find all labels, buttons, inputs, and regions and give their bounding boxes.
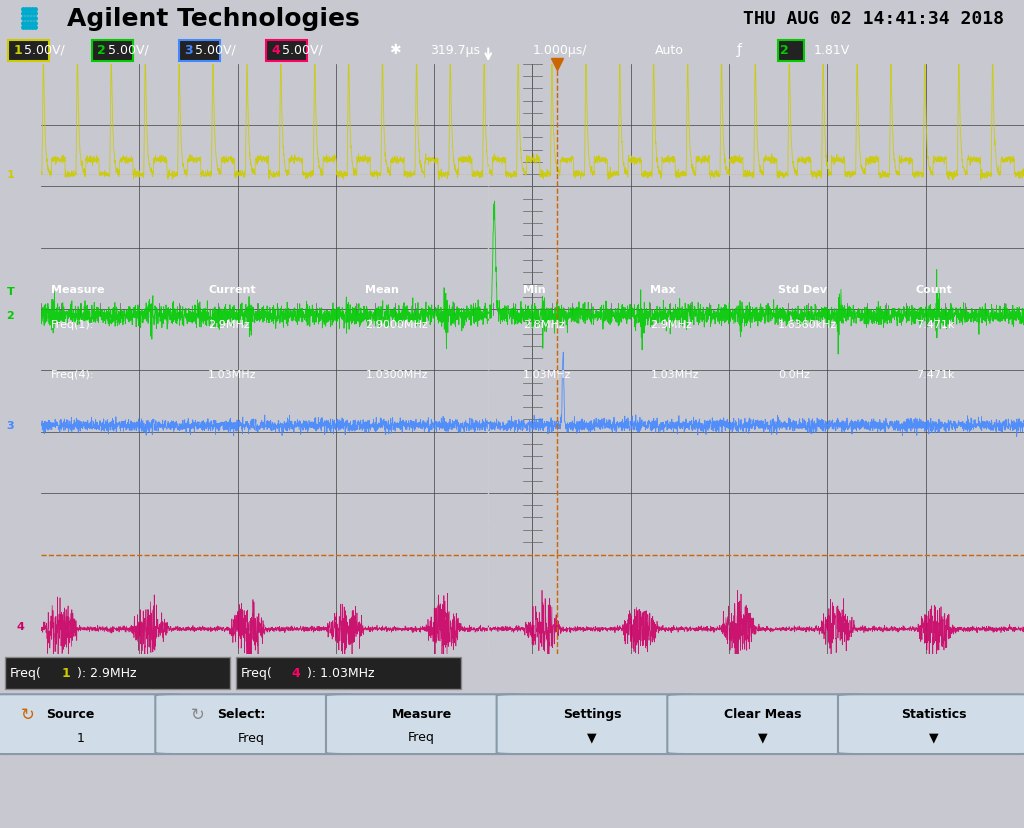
FancyBboxPatch shape bbox=[0, 695, 184, 754]
Text: Clear Meas: Clear Meas bbox=[724, 707, 802, 720]
Text: Freq(: Freq( bbox=[10, 667, 42, 679]
Text: 2.9000MHz: 2.9000MHz bbox=[366, 320, 428, 330]
Text: T: T bbox=[6, 286, 14, 296]
Text: 0.0Hz: 0.0Hz bbox=[778, 369, 810, 379]
Text: 319.7μs: 319.7μs bbox=[430, 44, 480, 56]
Text: T: T bbox=[6, 286, 12, 296]
Text: THU AUG 02 14:41:34 2018: THU AUG 02 14:41:34 2018 bbox=[742, 10, 1004, 28]
Text: ▼: ▼ bbox=[588, 730, 597, 743]
FancyBboxPatch shape bbox=[326, 695, 525, 754]
Text: Measure: Measure bbox=[51, 285, 104, 295]
Text: 1: 1 bbox=[13, 44, 23, 56]
Text: Auto: Auto bbox=[655, 44, 684, 56]
Text: 1.03MHz: 1.03MHz bbox=[208, 369, 257, 379]
FancyBboxPatch shape bbox=[838, 695, 1024, 754]
Text: 4: 4 bbox=[292, 667, 301, 679]
Text: Settings: Settings bbox=[563, 707, 622, 720]
Text: 1: 1 bbox=[76, 731, 84, 744]
Text: Max: Max bbox=[650, 285, 676, 295]
Text: ↻: ↻ bbox=[191, 705, 205, 723]
Text: 4: 4 bbox=[271, 44, 281, 56]
Text: 4: 4 bbox=[16, 621, 25, 631]
FancyBboxPatch shape bbox=[179, 41, 220, 62]
Text: 1.03MHz: 1.03MHz bbox=[650, 369, 699, 379]
Text: Std Dev: Std Dev bbox=[778, 285, 827, 295]
Text: 2: 2 bbox=[6, 310, 14, 320]
Text: ƒ: ƒ bbox=[737, 43, 742, 57]
FancyBboxPatch shape bbox=[156, 695, 354, 754]
FancyBboxPatch shape bbox=[266, 41, 307, 62]
Text: Statistics: Statistics bbox=[901, 707, 967, 720]
Text: 2: 2 bbox=[97, 44, 106, 56]
Text: ▼: ▼ bbox=[929, 730, 938, 743]
FancyBboxPatch shape bbox=[236, 657, 461, 690]
Text: ↻: ↻ bbox=[20, 705, 35, 723]
FancyBboxPatch shape bbox=[668, 695, 866, 754]
Text: 3: 3 bbox=[6, 421, 14, 431]
Text: Min: Min bbox=[522, 285, 545, 295]
Text: Select:: Select: bbox=[217, 707, 265, 720]
Text: 1.6360kHz: 1.6360kHz bbox=[778, 320, 838, 330]
Text: Freq(: Freq( bbox=[241, 667, 272, 679]
Text: 5.00V/: 5.00V/ bbox=[195, 44, 236, 56]
Text: 2.9MHz: 2.9MHz bbox=[208, 320, 250, 330]
Text: Freq(4):: Freq(4): bbox=[51, 369, 94, 379]
Text: 1: 1 bbox=[6, 170, 14, 180]
Text: 1.03MHz: 1.03MHz bbox=[522, 369, 571, 379]
FancyBboxPatch shape bbox=[92, 41, 133, 62]
FancyBboxPatch shape bbox=[497, 695, 696, 754]
Text: 2: 2 bbox=[780, 44, 790, 56]
Text: ✱: ✱ bbox=[389, 43, 400, 57]
Text: 1.81V: 1.81V bbox=[814, 44, 850, 56]
Text: ▼: ▼ bbox=[758, 730, 768, 743]
Text: 5.00V/: 5.00V/ bbox=[24, 44, 65, 56]
Text: Agilent Technologies: Agilent Technologies bbox=[67, 7, 359, 31]
Text: 1: 1 bbox=[61, 667, 71, 679]
Text: 1.0300MHz: 1.0300MHz bbox=[366, 369, 428, 379]
Text: Freq: Freq bbox=[409, 730, 435, 743]
Text: Measure: Measure bbox=[391, 707, 452, 720]
Text: 1.000μs/: 1.000μs/ bbox=[532, 44, 587, 56]
Text: 2.9MHz: 2.9MHz bbox=[650, 320, 692, 330]
Text: 5.00V/: 5.00V/ bbox=[108, 44, 148, 56]
FancyBboxPatch shape bbox=[8, 41, 49, 62]
Text: Current: Current bbox=[208, 285, 256, 295]
Text: 3: 3 bbox=[184, 44, 193, 56]
Text: 5.00V/: 5.00V/ bbox=[282, 44, 323, 56]
Text: Freq: Freq bbox=[238, 731, 264, 744]
FancyBboxPatch shape bbox=[5, 657, 230, 690]
Text: 2.8MHz: 2.8MHz bbox=[522, 320, 564, 330]
Text: ): 1.03MHz: ): 1.03MHz bbox=[307, 667, 375, 679]
Text: 7.471k: 7.471k bbox=[915, 369, 954, 379]
Text: Count: Count bbox=[915, 285, 952, 295]
Text: 7.471k: 7.471k bbox=[915, 320, 954, 330]
Text: ): 2.9MHz: ): 2.9MHz bbox=[77, 667, 136, 679]
Text: Freq(1):: Freq(1): bbox=[51, 320, 94, 330]
FancyBboxPatch shape bbox=[778, 41, 804, 62]
Text: Source: Source bbox=[46, 707, 94, 720]
Text: Mean: Mean bbox=[366, 285, 399, 295]
